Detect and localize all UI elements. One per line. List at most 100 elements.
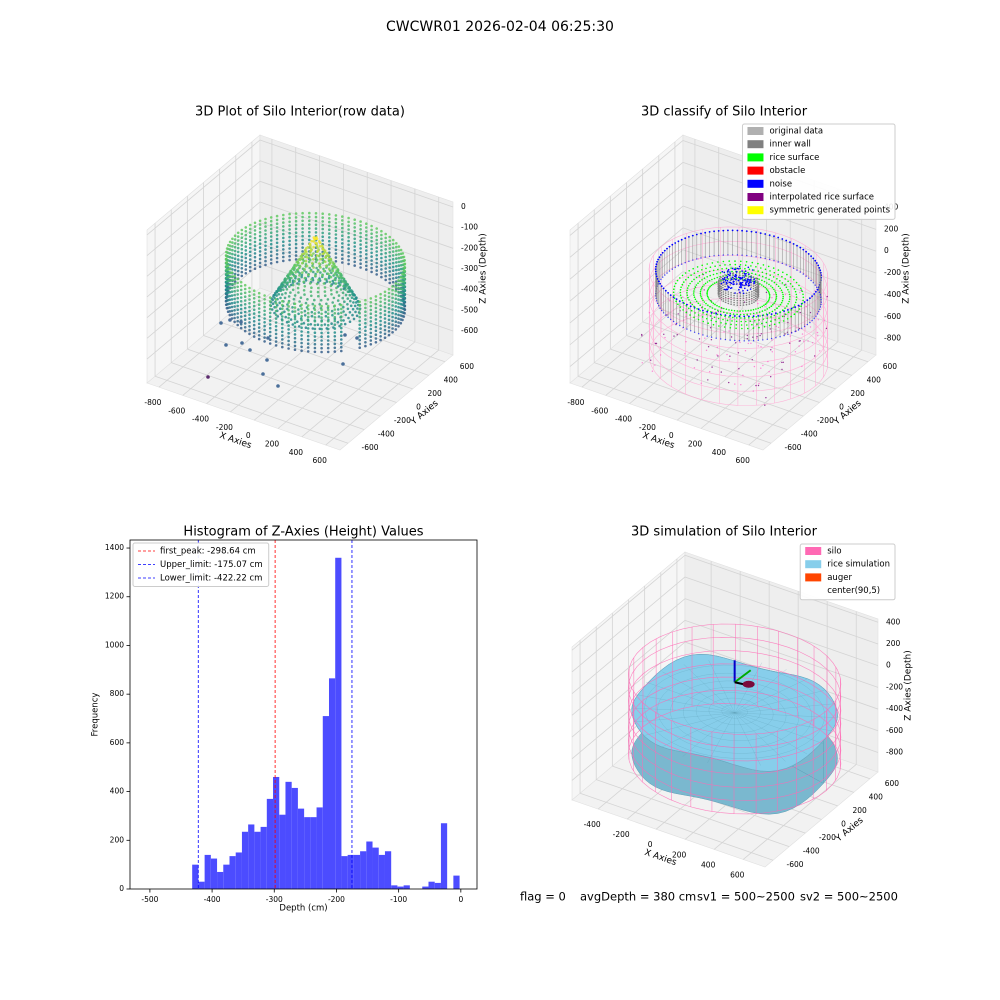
point xyxy=(775,283,778,286)
point xyxy=(703,284,705,286)
rice-mesh xyxy=(635,712,735,723)
point xyxy=(388,251,392,254)
point xyxy=(252,300,256,304)
point xyxy=(268,315,272,319)
point xyxy=(231,264,234,267)
point xyxy=(756,325,758,327)
point xyxy=(758,311,761,313)
point xyxy=(231,241,234,244)
point xyxy=(399,279,403,283)
point xyxy=(738,274,741,277)
point xyxy=(301,246,304,249)
point xyxy=(733,309,736,312)
point xyxy=(685,278,687,281)
z-tick-label: -800 xyxy=(884,334,901,343)
point xyxy=(722,318,724,321)
point xyxy=(722,229,725,232)
point xyxy=(747,266,750,269)
point xyxy=(793,278,795,281)
point xyxy=(729,355,731,357)
point xyxy=(758,274,761,277)
point xyxy=(397,283,400,286)
point xyxy=(236,304,239,308)
point xyxy=(388,243,392,246)
point xyxy=(759,306,762,309)
point xyxy=(743,272,746,275)
x-tick-label: -400 xyxy=(615,415,632,424)
point xyxy=(281,284,284,288)
point xyxy=(740,317,742,319)
point xyxy=(800,305,802,308)
y-axis-label: Y Axies xyxy=(831,398,863,427)
x-axis-label: Depth (cm) xyxy=(279,904,327,914)
point xyxy=(375,261,379,265)
rice-mesh xyxy=(645,681,735,713)
point xyxy=(281,319,284,322)
point xyxy=(736,299,739,302)
point xyxy=(748,291,751,294)
point xyxy=(248,231,252,234)
point xyxy=(820,303,822,306)
point xyxy=(268,300,272,303)
point xyxy=(319,257,322,261)
point xyxy=(728,330,730,332)
point xyxy=(722,281,725,284)
y-tick-label: 800 xyxy=(110,689,125,698)
point xyxy=(384,274,388,278)
point xyxy=(347,251,350,254)
point xyxy=(291,323,295,326)
point xyxy=(760,267,762,269)
point xyxy=(709,371,711,373)
point xyxy=(745,297,748,299)
bar xyxy=(217,871,224,889)
point xyxy=(395,257,398,260)
point xyxy=(312,266,315,269)
point xyxy=(718,277,721,280)
grid-line xyxy=(259,242,454,311)
point xyxy=(708,231,711,233)
point xyxy=(294,235,298,238)
point xyxy=(321,212,325,215)
point xyxy=(743,313,745,316)
point xyxy=(319,298,323,302)
point xyxy=(288,235,291,239)
point xyxy=(239,320,243,324)
point xyxy=(782,309,784,312)
point xyxy=(327,267,331,271)
point xyxy=(288,285,291,288)
point xyxy=(347,286,350,290)
y-tick-label: -600 xyxy=(785,443,802,452)
point xyxy=(281,338,284,341)
point xyxy=(359,250,362,254)
point xyxy=(328,280,332,284)
point xyxy=(325,251,329,255)
point xyxy=(764,286,766,289)
point xyxy=(268,338,272,342)
point xyxy=(794,306,797,308)
point xyxy=(264,217,267,221)
point xyxy=(745,294,748,297)
point xyxy=(757,315,760,317)
grid-line xyxy=(146,263,261,360)
point xyxy=(774,290,776,292)
point xyxy=(773,281,776,284)
point xyxy=(333,346,337,350)
point xyxy=(252,320,256,323)
x-tick-label: -200 xyxy=(613,830,630,839)
point xyxy=(264,229,267,232)
point xyxy=(227,243,230,247)
point xyxy=(734,273,737,276)
point xyxy=(288,220,291,224)
point xyxy=(337,312,340,315)
point xyxy=(744,267,746,270)
point xyxy=(303,293,306,296)
point xyxy=(767,360,769,363)
point xyxy=(720,338,722,340)
point xyxy=(306,334,310,338)
point xyxy=(275,222,279,225)
point xyxy=(782,293,784,296)
z-tick-label: -400 xyxy=(886,704,903,713)
point xyxy=(358,315,362,319)
point xyxy=(741,254,743,256)
point xyxy=(263,332,266,336)
